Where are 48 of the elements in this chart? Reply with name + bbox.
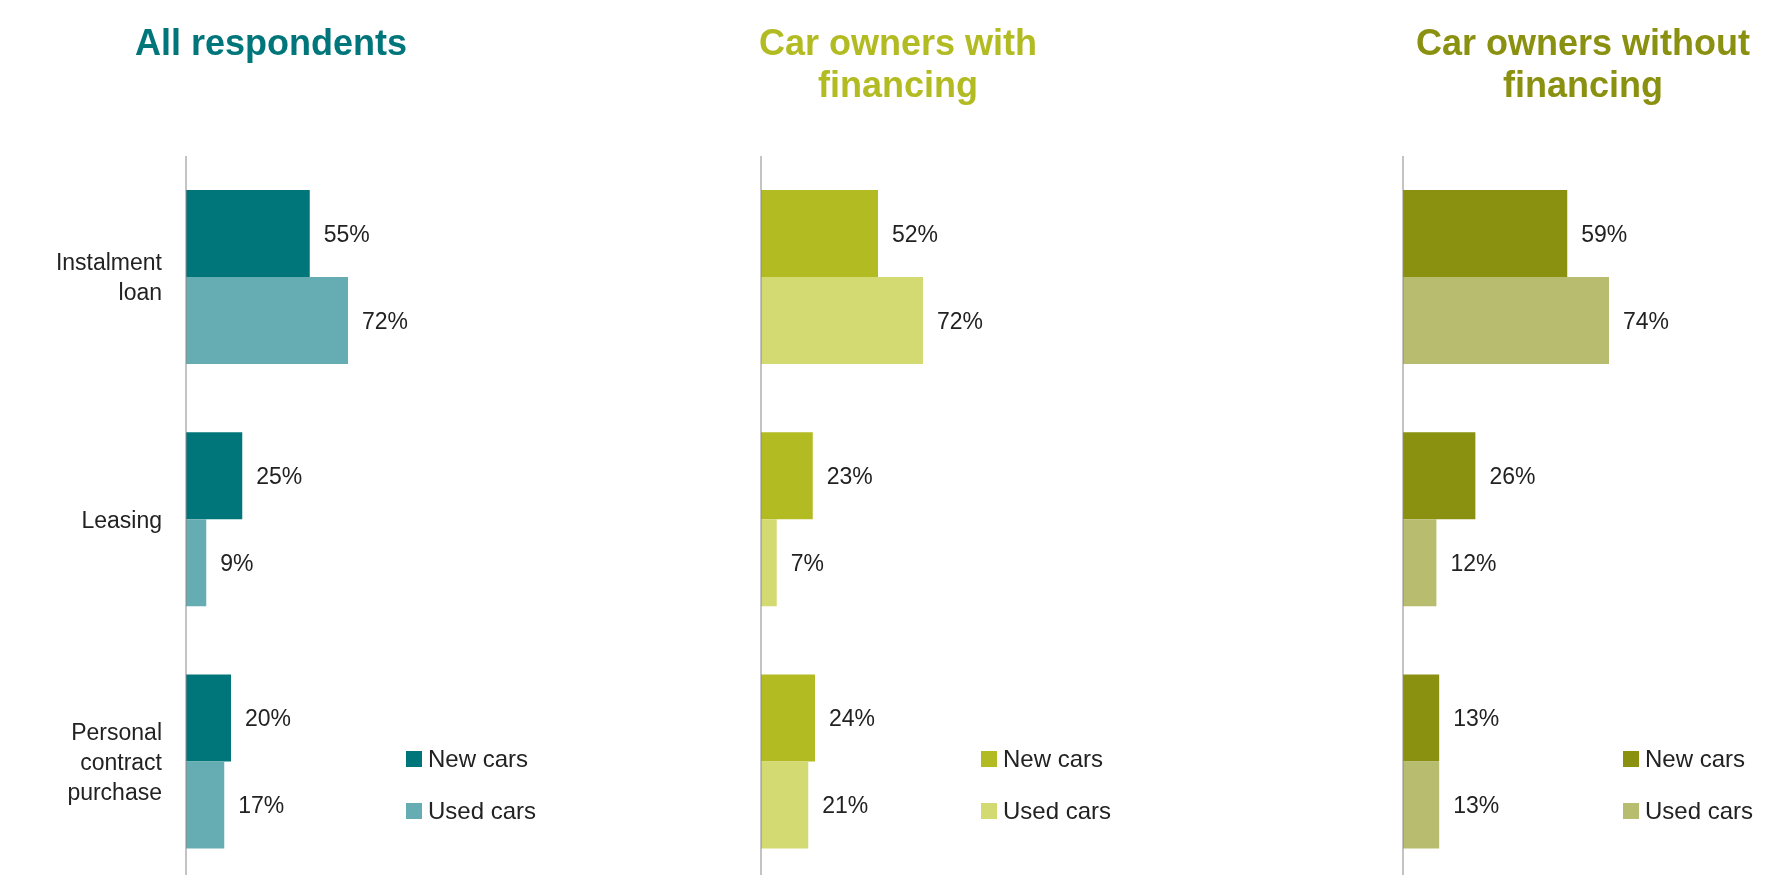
bar — [761, 276, 923, 364]
data-label: 72% — [362, 307, 409, 334]
y-tick-label: Leasing — [81, 506, 162, 533]
data-label: 59% — [1581, 220, 1628, 247]
bar — [761, 761, 809, 849]
legend-label: Used cars — [428, 797, 537, 825]
bar — [186, 276, 348, 364]
bar — [1403, 519, 1437, 607]
legend-label: New cars — [428, 745, 529, 773]
data-label: 12% — [1450, 549, 1497, 576]
data-label: 24% — [829, 705, 876, 732]
data-label: 7% — [790, 549, 824, 576]
chart-title: Car owners with financing — [757, 22, 1039, 106]
bar — [761, 519, 777, 607]
bar — [186, 761, 225, 849]
data-label: 74% — [1623, 307, 1670, 334]
data-label: 25% — [256, 462, 303, 489]
legend-label: New cars — [1645, 745, 1746, 773]
data-label: 23% — [826, 462, 873, 489]
y-tick-label: Personal contract purchase — [67, 718, 163, 805]
bar — [1403, 674, 1440, 762]
y-tick-label: Instalment loan — [55, 249, 163, 306]
chart-title: Car owners without financing — [1415, 22, 1751, 106]
bar — [761, 674, 815, 762]
data-label: 20% — [245, 705, 292, 732]
data-label: 13% — [1453, 705, 1500, 732]
data-label: 52% — [892, 220, 939, 247]
data-label: 72% — [937, 307, 984, 334]
bar — [1403, 276, 1609, 364]
bar — [186, 519, 207, 607]
data-label: 26% — [1489, 462, 1536, 489]
bar — [761, 432, 813, 520]
data-label: 9% — [220, 549, 254, 576]
chart-title: All respondents — [133, 22, 408, 64]
bar — [1403, 189, 1568, 277]
data-label: 21% — [822, 792, 869, 819]
bar — [186, 674, 231, 762]
data-label: 13% — [1453, 792, 1500, 819]
legend-label: Used cars — [1645, 797, 1754, 825]
data-label: 55% — [323, 220, 370, 247]
legend-label: Used cars — [1003, 797, 1112, 825]
bar — [186, 189, 310, 277]
bar — [761, 189, 878, 277]
bar — [186, 432, 243, 520]
data-label: 17% — [238, 792, 285, 819]
bar — [1403, 432, 1476, 520]
legend-label: New cars — [1003, 745, 1104, 773]
bar — [1403, 761, 1440, 849]
